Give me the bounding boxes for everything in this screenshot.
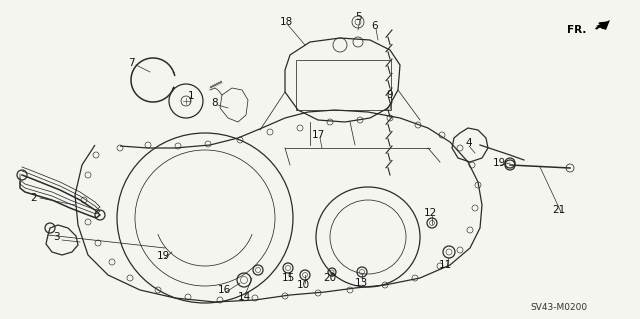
Text: 21: 21 xyxy=(552,205,566,215)
Text: 2: 2 xyxy=(31,193,37,203)
Text: 20: 20 xyxy=(323,273,337,283)
Polygon shape xyxy=(596,20,610,30)
Text: 4: 4 xyxy=(466,138,472,148)
Text: 6: 6 xyxy=(372,21,378,31)
Text: 13: 13 xyxy=(355,278,367,288)
Text: 17: 17 xyxy=(312,130,324,140)
Text: 7: 7 xyxy=(128,58,134,68)
Text: 9: 9 xyxy=(387,90,394,100)
Text: 19: 19 xyxy=(492,158,506,168)
Text: 3: 3 xyxy=(52,232,60,242)
Text: FR.: FR. xyxy=(566,25,586,35)
Text: 10: 10 xyxy=(296,280,310,290)
Text: 5: 5 xyxy=(355,12,362,22)
Text: 14: 14 xyxy=(237,292,251,302)
Text: 16: 16 xyxy=(218,285,230,295)
Text: 11: 11 xyxy=(438,260,452,270)
Text: SV43-M0200: SV43-M0200 xyxy=(530,302,587,311)
Text: 18: 18 xyxy=(280,17,292,27)
Text: 19: 19 xyxy=(156,251,170,261)
Text: 12: 12 xyxy=(424,208,436,218)
Text: 1: 1 xyxy=(188,91,195,101)
Text: 8: 8 xyxy=(212,98,218,108)
Text: 15: 15 xyxy=(282,273,294,283)
